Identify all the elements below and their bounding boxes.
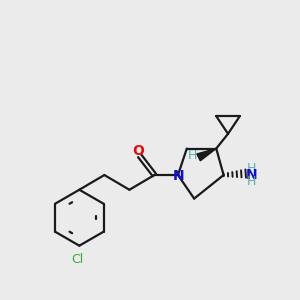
Text: Cl: Cl <box>72 253 84 266</box>
Text: N: N <box>173 169 184 183</box>
Text: O: O <box>132 144 144 158</box>
Polygon shape <box>197 148 216 161</box>
Text: H: H <box>247 175 256 188</box>
Text: H: H <box>188 149 197 162</box>
Text: H: H <box>247 162 256 175</box>
Text: N: N <box>246 168 257 182</box>
